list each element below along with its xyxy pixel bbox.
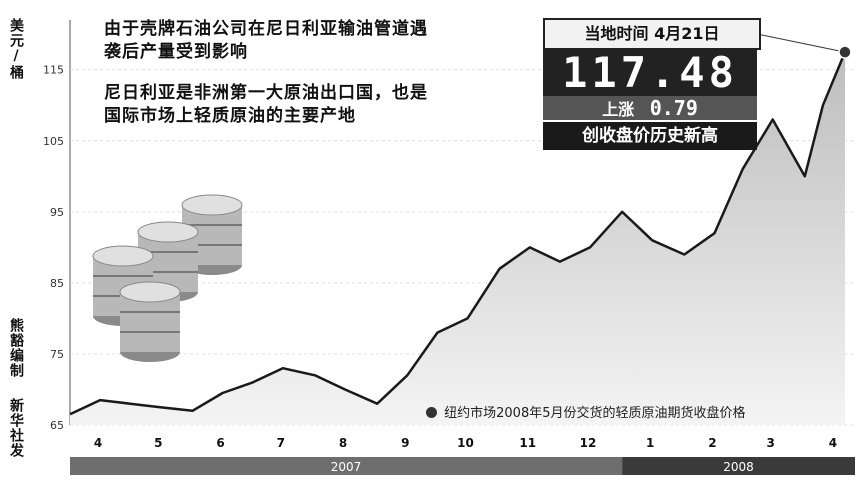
legend-text: 纽约市场2008年5月份交货的轻质原油期货收盘价格 (444, 406, 746, 421)
barrel-icon-top (92, 245, 154, 267)
year-bar (622, 457, 855, 475)
x-tick-label: 12 (580, 436, 597, 450)
x-tick-label: 10 (457, 436, 474, 450)
callout-price: 117.48 (543, 50, 757, 96)
callout-record: 创收盘价历史新高 (543, 122, 757, 150)
y-tick-label: 105 (43, 135, 64, 148)
barrel-icon-top (137, 221, 199, 243)
price-endpoint (838, 45, 852, 59)
x-tick-label: 5 (154, 436, 162, 450)
x-tick-label: 1 (646, 436, 654, 450)
x-tick-label: 4 (829, 436, 837, 450)
barrel-icon-top (119, 281, 181, 303)
x-tick-label: 2 (708, 436, 716, 450)
callout-leader (756, 33, 846, 53)
y-tick-label: 115 (43, 64, 64, 77)
chart-legend: 纽约市场2008年5月份交货的轻质原油期货收盘价格 (426, 402, 746, 421)
y-tick-label: 95 (50, 206, 64, 219)
x-tick-label: 8 (339, 436, 347, 450)
year-label: 2008 (723, 460, 754, 474)
year-label: 2007 (331, 460, 362, 474)
x-tick-label: 6 (216, 436, 224, 450)
callout-rise: 上涨 0.79 (543, 96, 757, 120)
y-tick-label: 85 (50, 277, 64, 290)
headline-2: 尼日利亚是非洲第一大原油出口国，也是国际市场上轻质原油的主要产地 (104, 83, 428, 126)
x-tick-label: 9 (401, 436, 409, 450)
y-tick-label: 65 (50, 419, 64, 432)
x-tick-label: 3 (766, 436, 774, 450)
barrel-icon-top (181, 194, 243, 216)
callout-rise-label: 上涨 (602, 100, 635, 119)
callout-rise-value: 0.79 (649, 96, 698, 120)
price-area (70, 52, 845, 425)
price-line (69, 51, 847, 416)
unit-label: 美元/桶 (8, 18, 24, 80)
source-label: 新华社发 (8, 398, 24, 458)
x-tick-label: 11 (519, 436, 536, 450)
x-tick-label: 4 (94, 436, 102, 450)
x-tick-label: 7 (277, 436, 285, 450)
globe-icon (426, 407, 437, 418)
headline-1: 由于壳牌石油公司在尼日利亚输油管道遇袭后产量受到影响 (104, 19, 428, 62)
callout-time: 当地时间 4月21日 (543, 18, 761, 50)
credit-label: 熊豁编制 (8, 318, 24, 378)
year-bar (70, 457, 623, 475)
y-tick-label: 75 (50, 348, 64, 361)
